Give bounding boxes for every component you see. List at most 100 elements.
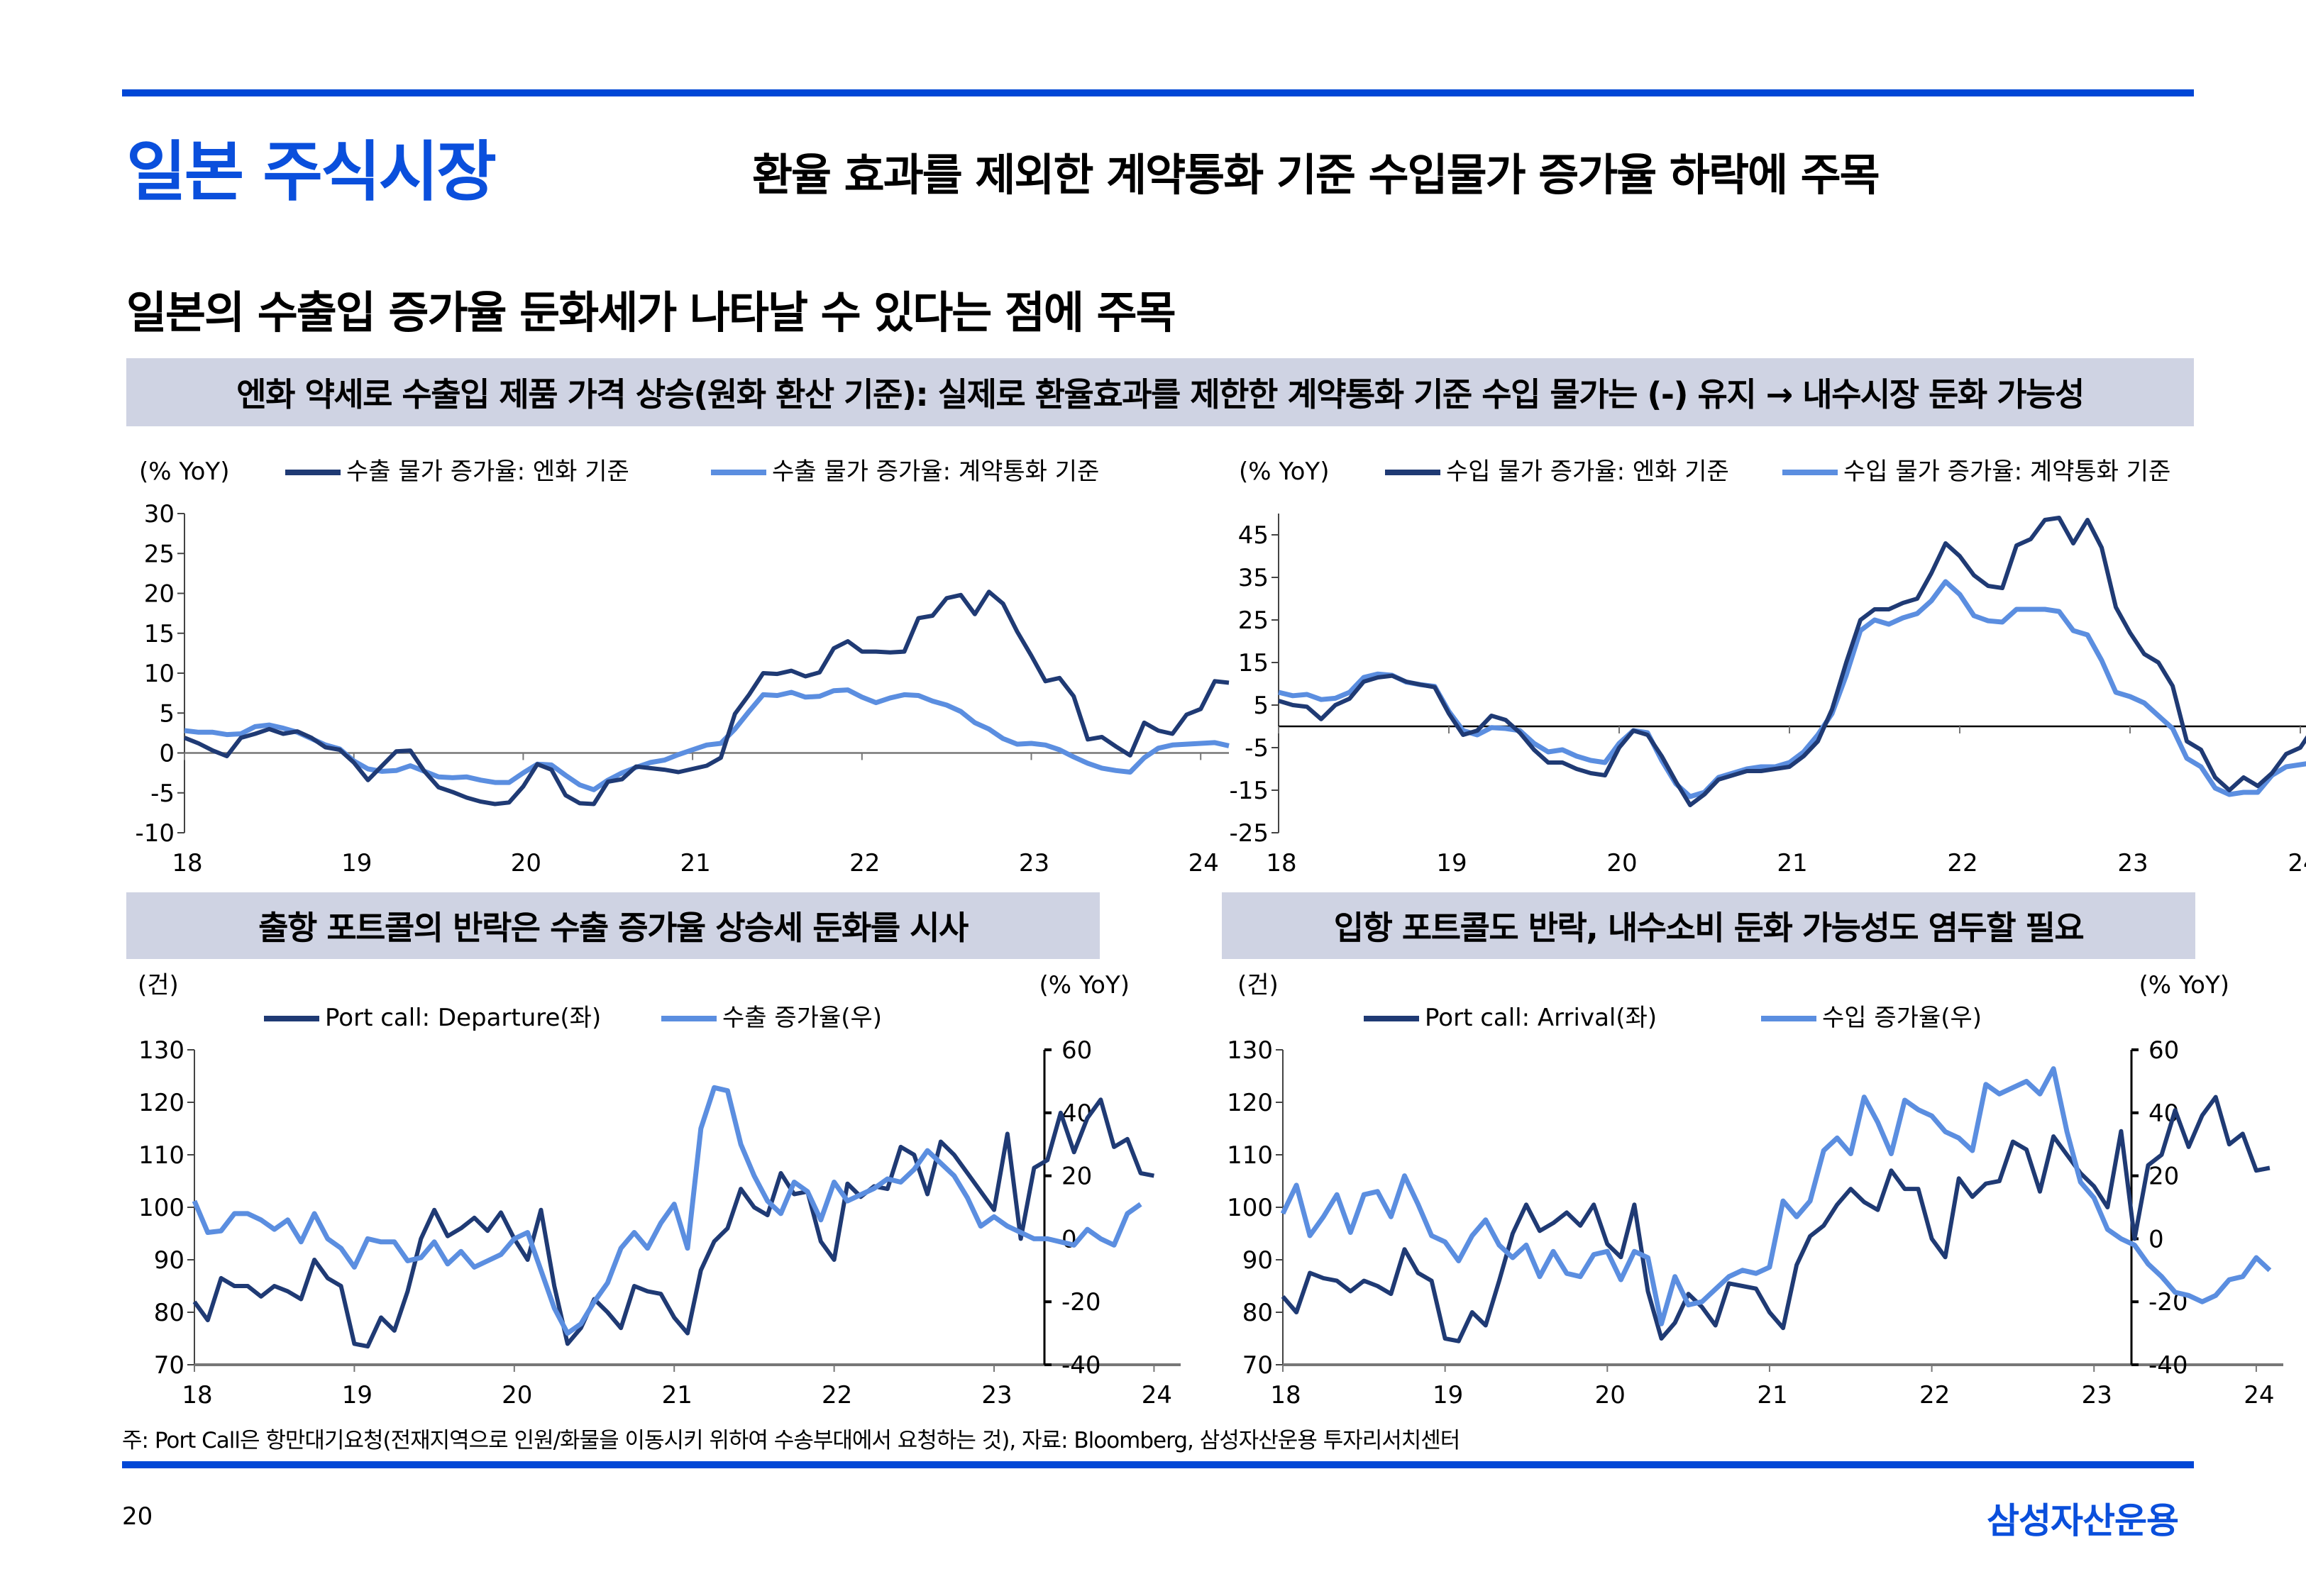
data-point — [1690, 805, 1691, 806]
data-point — [647, 1291, 648, 1292]
data-point — [1307, 706, 1308, 707]
data-point — [381, 1241, 382, 1242]
y-tick-label: -5 — [150, 780, 175, 808]
data-point — [1404, 1249, 1405, 1250]
data-point — [767, 1215, 768, 1216]
data-point — [767, 1201, 768, 1202]
series-line-light — [1280, 1066, 2272, 1326]
y-tick-label-right: 60 — [2148, 1036, 2179, 1065]
y-tick-label-right: 60 — [1061, 1036, 1092, 1065]
data-point — [1335, 705, 1336, 706]
data-point — [1580, 1276, 1581, 1277]
data-point — [1783, 1328, 1784, 1329]
data-point — [2002, 622, 2003, 623]
data-point — [1918, 1189, 1919, 1190]
chart-departure: 130 120 110 100 90 80 70 18 19 20 21 22 23 24 60 40 20 0-… — [122, 971, 1181, 1412]
data-point — [674, 1317, 675, 1318]
top-rule — [122, 89, 2194, 96]
data-point — [1045, 681, 1046, 682]
x-tick-label: 20 — [1606, 849, 1637, 877]
data-point — [994, 1209, 995, 1210]
data-point — [2040, 1191, 2041, 1192]
series-line-dark — [192, 1097, 1154, 1349]
data-point — [460, 1228, 461, 1229]
data-point — [607, 1312, 608, 1313]
y-tick-label: 120 — [138, 1089, 184, 1117]
data-point — [2053, 1068, 2054, 1069]
data-point — [354, 1267, 355, 1268]
brand-logo: 삼성자산운용 — [1987, 1500, 2179, 1541]
data-point — [1491, 727, 1492, 728]
data-point — [1918, 1109, 1919, 1110]
data-point — [1114, 1146, 1115, 1147]
data-point — [1755, 1288, 1756, 1289]
data-point — [1321, 699, 1322, 700]
data-point — [2188, 1295, 2189, 1296]
data-point — [207, 1320, 208, 1321]
data-point — [1688, 1304, 1689, 1305]
data-point — [1889, 609, 1890, 610]
data-point — [914, 1155, 915, 1156]
data-point — [2040, 1094, 2041, 1095]
x-tick-label: 19 — [1433, 1381, 1463, 1409]
data-point — [2161, 1155, 2162, 1156]
data-point — [2107, 1229, 2108, 1230]
data-point — [567, 1343, 568, 1344]
y-tick-label: 70 — [1242, 1351, 1273, 1380]
data-point — [2188, 1146, 2189, 1147]
chart-arrival: 130 120 110 100 90 80 70 18 19 20 21 22 23 24 60 40 20 0-… — [1222, 971, 2283, 1412]
y-tick-label: 30 — [144, 500, 175, 528]
data-point — [988, 728, 989, 729]
data-point — [466, 797, 467, 798]
data-point — [1810, 1201, 1811, 1202]
data-point — [1931, 1238, 1932, 1239]
data-point — [381, 1317, 382, 1318]
data-point — [1761, 771, 1762, 772]
data-point — [1031, 743, 1032, 744]
data-point — [297, 731, 298, 732]
data-point — [2144, 654, 2145, 655]
y-tick-label: 80 — [1242, 1299, 1273, 1327]
data-point — [1553, 1223, 1554, 1224]
y-tick-label: 100 — [138, 1194, 184, 1222]
data-point — [2045, 609, 2046, 610]
legend-label: 수출 물가 증가율: 계약통화 기준 — [772, 458, 1099, 486]
data-point — [198, 743, 199, 744]
data-point — [2012, 1087, 2013, 1088]
data-point — [2215, 1295, 2216, 1296]
y-tick-label: 5 — [159, 699, 175, 728]
data-point — [904, 651, 905, 652]
data-point — [1186, 744, 1187, 745]
data-point — [1985, 1084, 1986, 1085]
data-point — [283, 733, 284, 734]
data-point — [1728, 1276, 1729, 1277]
data-point — [354, 1343, 355, 1344]
data-point — [198, 732, 199, 733]
legend-label: Port call: Arrival(좌) — [1425, 1004, 1657, 1032]
footnote: 주: Port Call은 항만대기요청(전재지역으로 인원/화물을 이동시키 … — [122, 1428, 1460, 1453]
data-point — [1755, 1273, 1756, 1274]
data-point — [1580, 1225, 1581, 1226]
data-point — [1958, 1178, 1959, 1179]
data-point — [1020, 1238, 1021, 1239]
data-point — [580, 1328, 581, 1329]
y-tick-label-right: -40 — [1061, 1351, 1101, 1380]
data-point — [1850, 1153, 1851, 1154]
data-point — [1607, 1243, 1608, 1244]
y-tick-label: 110 — [1227, 1141, 1273, 1170]
x-tick-label: 24 — [1188, 849, 1219, 877]
data-point — [1985, 1183, 1986, 1184]
data-point — [1100, 1099, 1101, 1100]
data-point — [1634, 1251, 1635, 1252]
data-point — [1818, 735, 1819, 736]
data-point — [287, 1291, 288, 1292]
data-point — [1945, 1257, 1946, 1258]
data-point — [2059, 611, 2060, 612]
y-tick-label: 120 — [1227, 1089, 1273, 1117]
data-point — [727, 1228, 728, 1229]
x-tick-label: 18 — [1270, 1381, 1301, 1409]
x-tick-label: 24 — [2288, 849, 2306, 877]
